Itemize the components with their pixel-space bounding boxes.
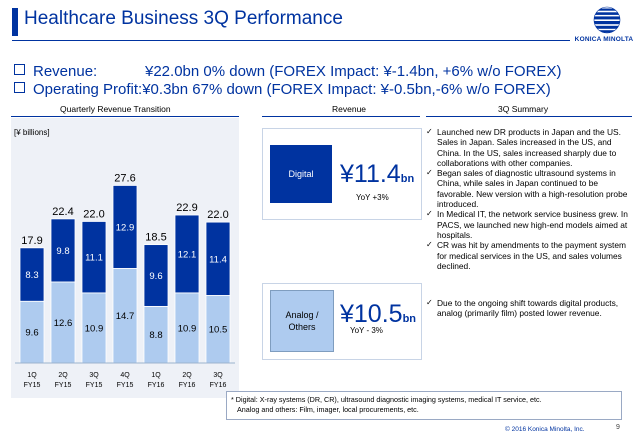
bar-value-label-analog: 9.6: [25, 328, 38, 339]
revenue-bullet-label: Revenue:: [33, 63, 98, 80]
bar-value-label-analog: 12.6: [54, 318, 73, 329]
x-tick-label-quarter: 2Q: [182, 372, 192, 379]
bar-segment-digital: [19, 247, 45, 302]
section-rule-left: [11, 116, 239, 117]
bar-segment-digital: [174, 214, 200, 294]
analog-summary-list: Due to the ongoing shift towards digital…: [426, 298, 630, 319]
analog-unit: bn: [402, 313, 417, 325]
section-rule-right: [426, 116, 632, 117]
bar-value-label-digital: 12.1: [178, 249, 197, 260]
digital-unit: bn: [400, 173, 415, 185]
x-tick-label-quarter: 4Q: [120, 372, 130, 379]
x-tick-label-fiscal-year: FY15: [86, 382, 103, 389]
bar-value-label-digital: 9.6: [149, 271, 162, 282]
title-accent-bar: [12, 8, 18, 36]
bar-value-label-analog: 14.7: [116, 311, 135, 322]
bar-segment-digital: [81, 221, 107, 294]
quarterly-revenue-chart: 9.6 8.3 17.9 1Q FY15 12.6 9.8 22.4 2Q FY15 10.9 11.…: [15, 172, 235, 389]
analog-segment-box: Analog / Others: [270, 290, 334, 352]
x-tick-label-quarter: 1Q: [151, 372, 161, 379]
copyright-text: © 2016 Konica Minolta, Inc.: [505, 426, 585, 433]
bar-segment-digital: [50, 218, 76, 283]
x-tick-label-fiscal-year: FY16: [148, 382, 165, 389]
revenue-bullet: Revenue: ¥22.0bn 0% down (FOREX Impact: ¥…: [14, 63, 561, 80]
bar-segment-analog: [143, 305, 169, 364]
x-tick-label-fiscal-year: FY16: [210, 382, 227, 389]
x-tick-label-fiscal-year: FY15: [24, 382, 41, 389]
bar-total-label: 22.9: [176, 202, 197, 214]
bar-segment-digital: [205, 221, 231, 296]
section-heading-quarterly: Quarterly Revenue Transition: [60, 104, 171, 114]
page-number: 9: [616, 424, 620, 431]
analog-revenue-value: ¥10.5bn: [340, 300, 416, 329]
digital-summary-list: Launched new DR products in Japan and th…: [426, 127, 630, 271]
chart-unit-label: [¥ billions]: [14, 128, 50, 137]
analog-label-line2: Others: [288, 322, 316, 332]
summary-item: Due to the ongoing shift towards digital…: [426, 298, 630, 319]
digital-segment-box: Digital: [270, 145, 332, 203]
digital-revenue-value: ¥11.4bn: [340, 160, 414, 189]
operating-profit-bullet-value: ¥0.3bn 67% down (FOREX Impact: ¥-0.5bn,-…: [142, 81, 551, 98]
bar-total-label: 22.4: [52, 206, 73, 218]
bar-total-label: 22.0: [83, 208, 104, 220]
bar-value-label-digital: 8.3: [25, 270, 38, 281]
footnote-box: * Digital: X-ray systems (DR, CR), ultra…: [226, 391, 622, 420]
footnote-line-2: Analog and others: Film, imager, local p…: [237, 405, 419, 414]
section-heading-summary: 3Q Summary: [498, 104, 549, 114]
bar-total-label: 22.0: [207, 209, 228, 221]
digital-revenue-frame: [262, 128, 422, 220]
x-tick-label-fiscal-year: FY15: [55, 382, 72, 389]
bar-segment-analog: [174, 292, 200, 364]
bar-value-label-analog: 10.9: [85, 323, 104, 334]
digital-segment-label: Digital: [288, 169, 314, 179]
analog-yoy: YoY - 3%: [350, 326, 383, 335]
bar-total-label: 18.5: [145, 232, 166, 244]
analog-revenue-frame: [262, 283, 422, 360]
bar-value-label-analog: 10.9: [178, 323, 197, 334]
x-tick-label-quarter: 1Q: [27, 372, 37, 379]
logo-wordmark: KONICA MINOLTA: [574, 36, 634, 43]
x-tick-label-fiscal-year: FY16: [179, 382, 196, 389]
bullet-square-icon: [14, 82, 25, 93]
summary-item: Launched new DR products in Japan and th…: [426, 127, 630, 168]
x-tick-label-quarter: 3Q: [89, 372, 99, 379]
x-tick-label-quarter: 3Q: [213, 372, 223, 379]
title-divider: [12, 40, 570, 41]
digital-amount: ¥11.4: [340, 160, 401, 188]
digital-yoy: YoY +3%: [356, 193, 389, 202]
bar-total-label: 17.9: [21, 235, 42, 247]
bar-total-label: 27.6: [114, 172, 135, 184]
operating-profit-bullet-label: Operating Profit:: [33, 81, 143, 98]
bar-segment-digital: [143, 244, 169, 307]
bar-value-label-digital: 12.9: [116, 222, 135, 233]
summary-item: Began sales of diagnostic ultrasound sys…: [426, 168, 630, 209]
revenue-bullet-value: ¥22.0bn 0% down (FOREX Impact: ¥-1.4bn, …: [145, 63, 562, 80]
summary-item: In Medical IT, the network service busin…: [426, 209, 630, 240]
bar-value-label-analog: 8.8: [149, 330, 162, 341]
footnote-line-1: * Digital: X-ray systems (DR, CR), ultra…: [231, 395, 542, 404]
section-rule-mid: [262, 116, 420, 117]
x-tick-label-fiscal-year: FY15: [117, 382, 134, 389]
bar-value-label-digital: 9.8: [56, 246, 69, 257]
bar-segment-analog: [19, 300, 45, 364]
summary-item: CR was hit by amendments to the payment …: [426, 240, 630, 271]
bar-value-label-digital: 11.4: [209, 254, 227, 265]
page-title: Healthcare Business 3Q Performance: [24, 8, 343, 29]
section-heading-revenue: Revenue: [332, 104, 367, 114]
x-tick-label-quarter: 2Q: [58, 372, 68, 379]
bar-segment-digital: [112, 185, 138, 269]
bar-value-label-digital: 11.1: [85, 253, 103, 264]
analog-amount: ¥10.5: [340, 300, 403, 328]
bullet-square-icon: [14, 64, 25, 75]
konica-minolta-logo-icon: [593, 6, 621, 34]
analog-label-line1: Analog /: [285, 310, 319, 320]
bar-value-label-analog: 10.5: [209, 325, 228, 336]
operating-profit-bullet: Operating Profit:¥0.3bn 67% down (FOREX …: [14, 81, 551, 98]
